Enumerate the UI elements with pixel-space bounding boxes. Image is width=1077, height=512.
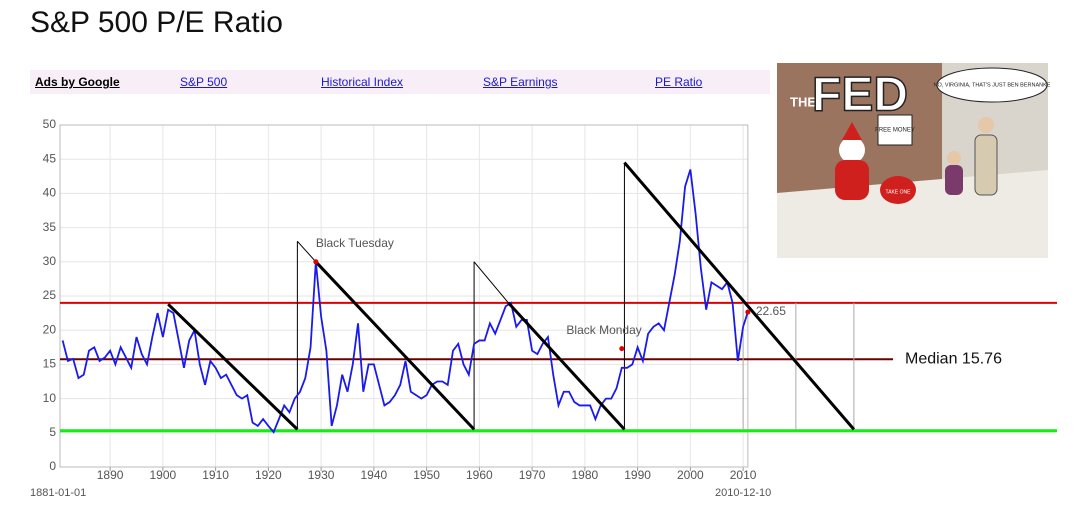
x-tick-label: 2000	[677, 468, 704, 482]
end-date: 2010-12-10	[715, 487, 771, 499]
y-tick-label: 50	[43, 117, 57, 131]
ads-label: Ads by Google	[35, 75, 120, 89]
y-tick-label: 15	[43, 357, 57, 371]
x-tick-label: 1930	[308, 468, 335, 482]
cartoon-text: THE	[790, 94, 816, 109]
y-tick-label: 45	[43, 151, 57, 165]
x-tick-label: 1900	[150, 468, 177, 482]
x-tick-label: 1990	[624, 468, 651, 482]
y-tick-label: 40	[43, 186, 57, 200]
trend-line	[507, 301, 626, 431]
man-head	[978, 117, 994, 133]
trend-line	[623, 161, 856, 431]
man	[974, 134, 998, 196]
y-tick-label: 35	[43, 220, 57, 234]
trend-line	[167, 303, 299, 431]
plot-frame	[59, 124, 749, 468]
x-tick-label: 2010	[730, 468, 757, 482]
annotation-dot	[313, 259, 319, 265]
x-tick-label: 1970	[519, 468, 546, 482]
annotation-dot	[745, 309, 751, 315]
cartoon-text: NO, VIRGINIA, THAT'S JUST BEN BERNANKE	[934, 82, 1051, 88]
y-tick-label: 25	[43, 288, 57, 302]
x-tick-label: 1960	[466, 468, 493, 482]
cartoon-text: FREE MONEY	[875, 128, 915, 134]
guide-line	[473, 261, 509, 304]
y-tick-label: 30	[43, 254, 57, 268]
reference-label: Median 15.76	[905, 350, 1002, 367]
girl-head	[947, 151, 961, 165]
x-tick-label: 1910	[202, 468, 229, 482]
y-tick-label: 10	[43, 391, 57, 405]
x-tick-label: 1920	[255, 468, 282, 482]
annotation-dot	[619, 346, 625, 352]
trend-line	[314, 260, 476, 431]
santa-beard	[839, 137, 865, 163]
y-tick-label: 20	[43, 322, 57, 336]
guide-line	[297, 240, 317, 263]
ad-link[interactable]: S&P Earnings	[483, 75, 558, 89]
cartoon: THE FED FREE MONEY NO, VIRGINIA, THAT'S …	[777, 63, 1051, 258]
ad-link[interactable]: PE Ratio	[655, 75, 703, 89]
girl	[945, 165, 963, 195]
pe-line	[61, 169, 749, 434]
x-tick-label: 1980	[572, 468, 599, 482]
santa-hat	[842, 122, 862, 140]
annotation-label: 22.65	[756, 304, 786, 318]
start-date: 1881-01-01	[30, 487, 86, 499]
annotation-label: Black Tuesday	[316, 236, 394, 250]
y-tick-label: 0	[49, 459, 56, 473]
x-tick-label: 1950	[413, 468, 440, 482]
kettle	[880, 176, 916, 204]
cartoon-text: TAKE ONE	[886, 189, 912, 195]
speech-bubble	[936, 67, 1048, 103]
page-title: S&P 500 P/E Ratio	[30, 6, 283, 39]
ad-link[interactable]: Historical Index	[321, 75, 404, 89]
santa-body	[835, 160, 869, 200]
ads-bar: Ads by Google S&P 500 Historical Index S…	[30, 70, 770, 94]
x-tick-label: 1940	[361, 468, 388, 482]
x-tick-label: 1890	[97, 468, 124, 482]
annotation-label: Black Monday	[566, 323, 641, 337]
ad-link[interactable]: S&P 500	[180, 75, 228, 89]
sign	[877, 114, 913, 146]
y-tick-label: 5	[49, 425, 56, 439]
cartoon-text: FED	[812, 69, 908, 122]
